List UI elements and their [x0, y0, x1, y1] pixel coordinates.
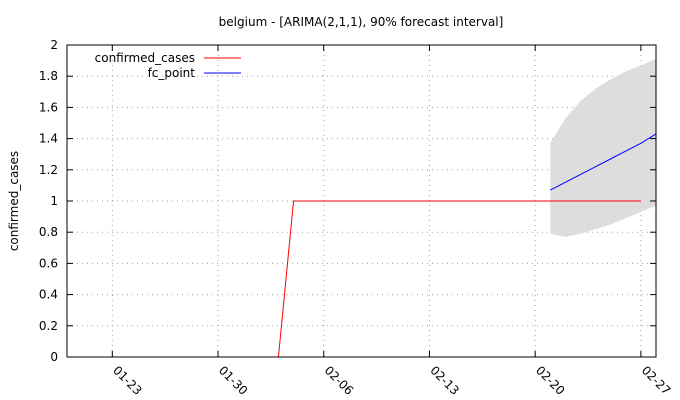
- series-layer: [277, 133, 657, 358]
- x-tick-label: 02-06: [322, 363, 357, 398]
- legend-label: confirmed_cases: [95, 51, 195, 65]
- y-tick-label: 0.4: [39, 288, 58, 302]
- y-tick-label: 1.2: [39, 163, 58, 177]
- y-axis: 0 0.2 0.4 0.6 0.8 1 1.2 1.4 1.6 1.8 2: [39, 38, 656, 364]
- forecast-interval-layer: [550, 59, 656, 237]
- y-tick-label: 0.2: [39, 319, 58, 333]
- forecast-interval-band: [550, 59, 656, 237]
- y-tick-label: 1.8: [39, 69, 58, 83]
- series-line-fc-point: [550, 133, 657, 191]
- y-tick-label: 0.8: [39, 225, 58, 239]
- x-tick-label: 02-27: [639, 363, 674, 398]
- y-tick-label: 1.6: [39, 100, 58, 114]
- x-tick-label: 02-13: [427, 363, 462, 398]
- y-tick-label: 0.6: [39, 256, 58, 270]
- chart-title: belgium - [ARIMA(2,1,1), 90% forecast in…: [219, 15, 504, 29]
- y-tick-label: 1.4: [39, 132, 58, 146]
- y-tick-label: 0: [50, 350, 58, 364]
- legend-label: fc_point: [148, 66, 196, 80]
- x-tick-label: 01-23: [110, 363, 145, 398]
- x-tick-label: 01-30: [216, 363, 251, 398]
- y-axis-label: confirmed_cases: [7, 151, 21, 251]
- y-tick-label: 2: [50, 38, 58, 52]
- series-line-confirmed-cases: [277, 200, 641, 358]
- y-tick-label: 1: [50, 194, 58, 208]
- x-tick-label: 02-20: [533, 363, 568, 398]
